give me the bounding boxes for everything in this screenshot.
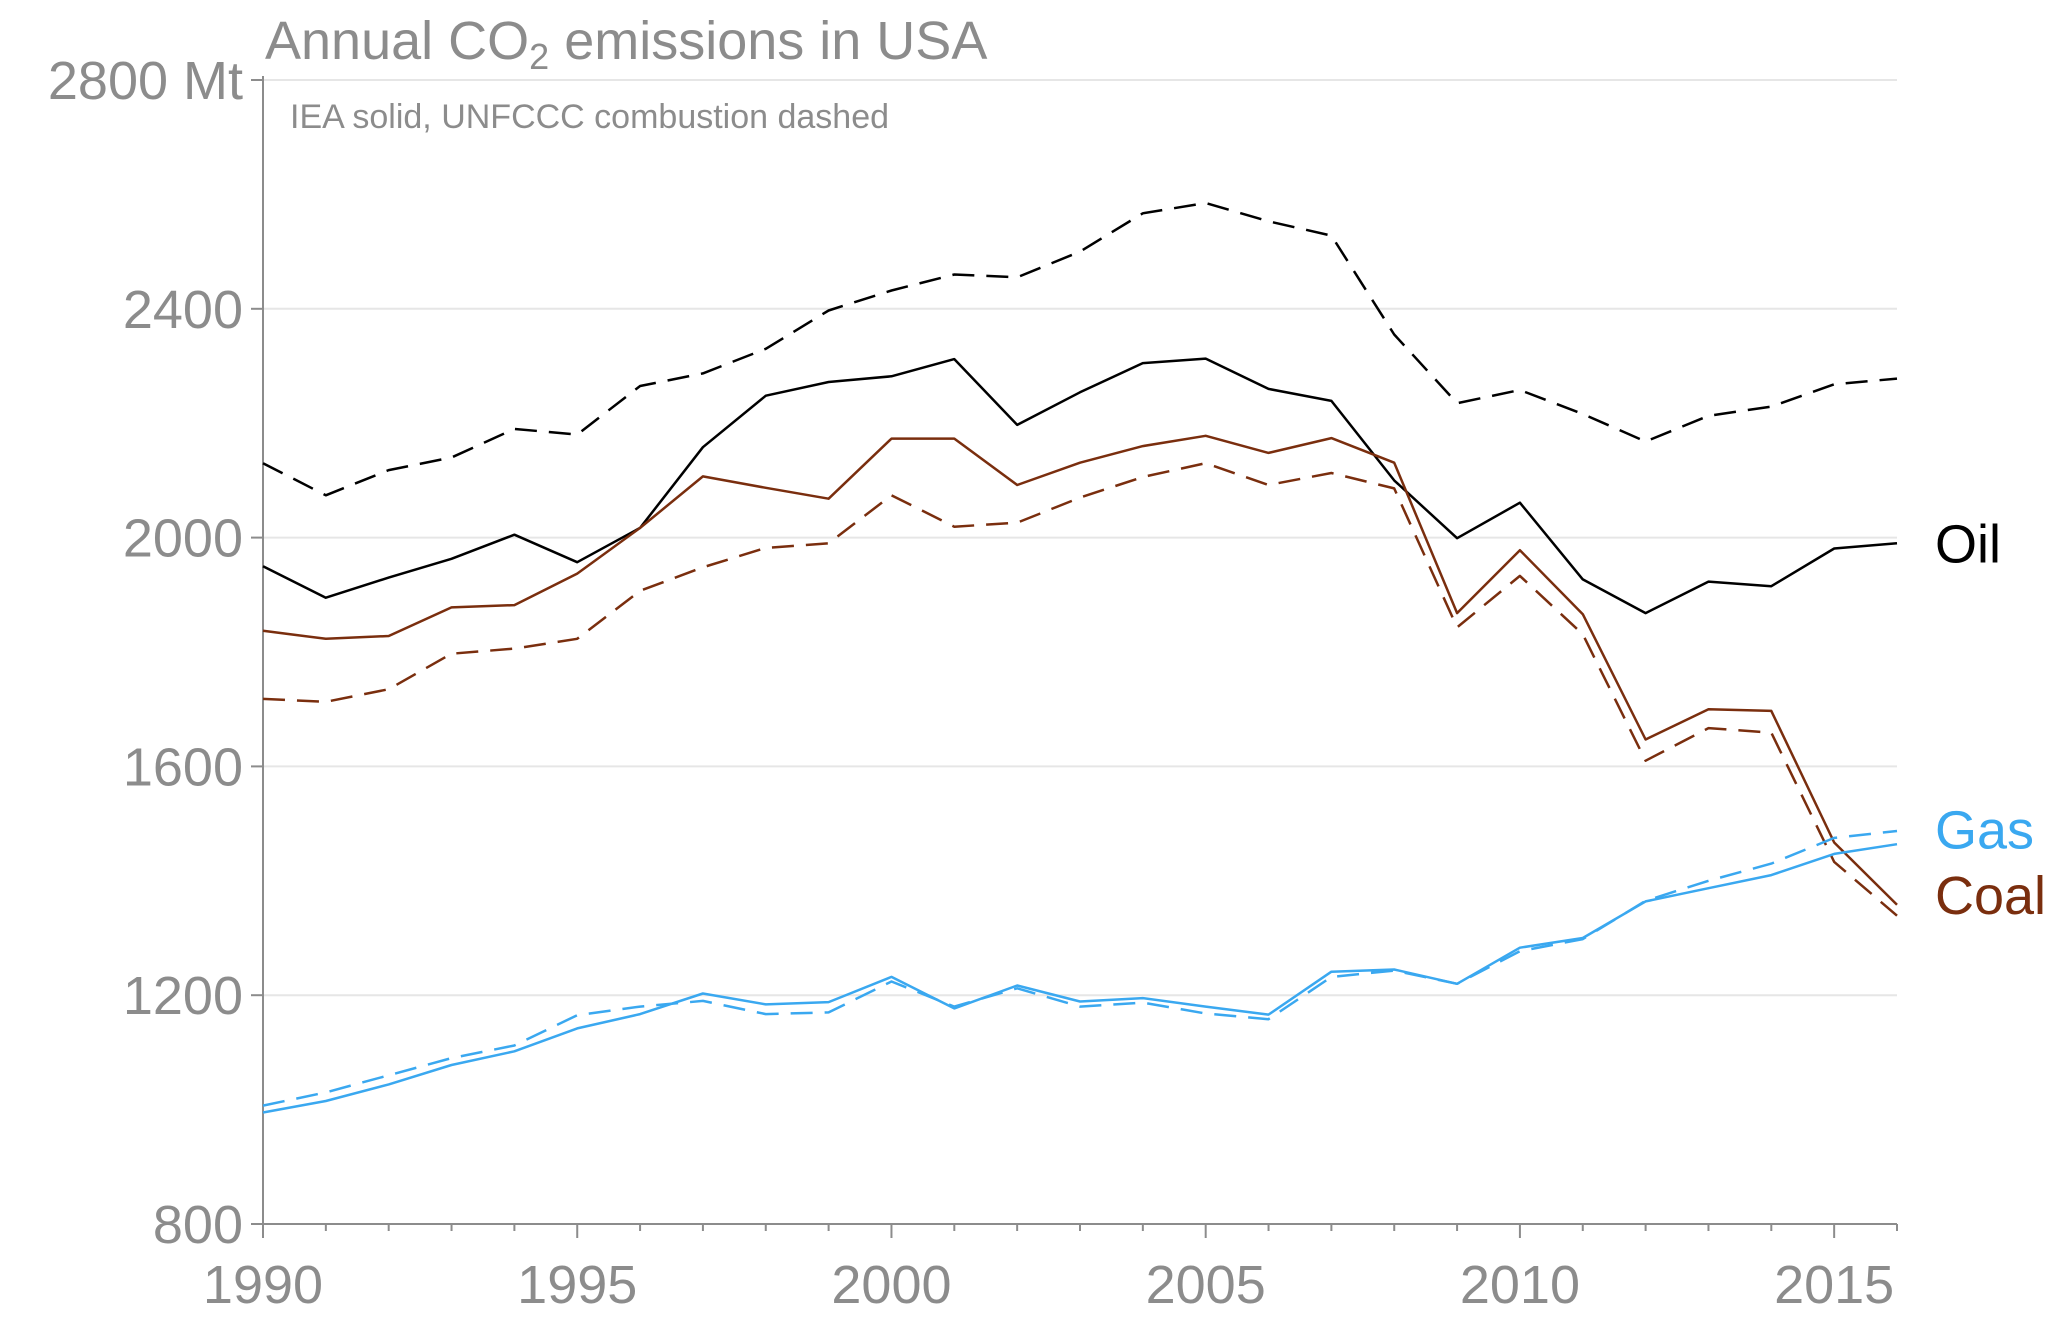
series-lines <box>262 201 1898 1114</box>
y-tick-label-1200: 1200 <box>123 966 243 1026</box>
y-tick-label-2000: 2000 <box>123 509 243 569</box>
x-tick-label-2010: 2010 <box>1460 1255 1580 1315</box>
y-tick-label-2400: 2400 <box>123 280 243 340</box>
series-line-oil-iea <box>262 357 1898 615</box>
series-line-oil-unfccc <box>262 201 1898 497</box>
y-tick-label-800: 800 <box>153 1195 243 1255</box>
series-label-coal: Coal <box>1935 866 2046 926</box>
chart-title-subscript: 2 <box>529 36 549 77</box>
x-tick-label-2015: 2015 <box>1774 1255 1894 1315</box>
series-line-coal-unfccc <box>262 461 1898 917</box>
chart-title: Annual CO2 emissions in USA <box>265 11 987 77</box>
chart-subtitle: IEA solid, UNFCCC combustion dashed <box>290 98 889 136</box>
series-line-gas-iea <box>262 842 1898 1114</box>
series-label-gas: Gas <box>1935 800 2034 860</box>
chart-title-rest: emissions in USA <box>549 11 987 71</box>
x-tick-label-1990: 1990 <box>203 1255 323 1315</box>
chart-title-main: Annual CO <box>265 11 529 71</box>
x-tick-label-2000: 2000 <box>831 1255 951 1315</box>
y-tick-label-1600: 1600 <box>123 737 243 797</box>
y-tick-label-2800: 2800 Mt <box>48 51 243 111</box>
series-line-gas-unfccc <box>262 829 1898 1107</box>
grid-lines <box>263 79 1897 997</box>
axes: 800 1200 1600 2000 2400 2800 Mt 1990 1995 2000 20… <box>48 51 1898 1315</box>
series-label-oil: Oil <box>1935 514 2001 574</box>
x-tick-label-1995: 1995 <box>517 1255 637 1315</box>
series-line-coal-iea <box>262 434 1898 906</box>
x-tick-label-2005: 2005 <box>1146 1255 1266 1315</box>
